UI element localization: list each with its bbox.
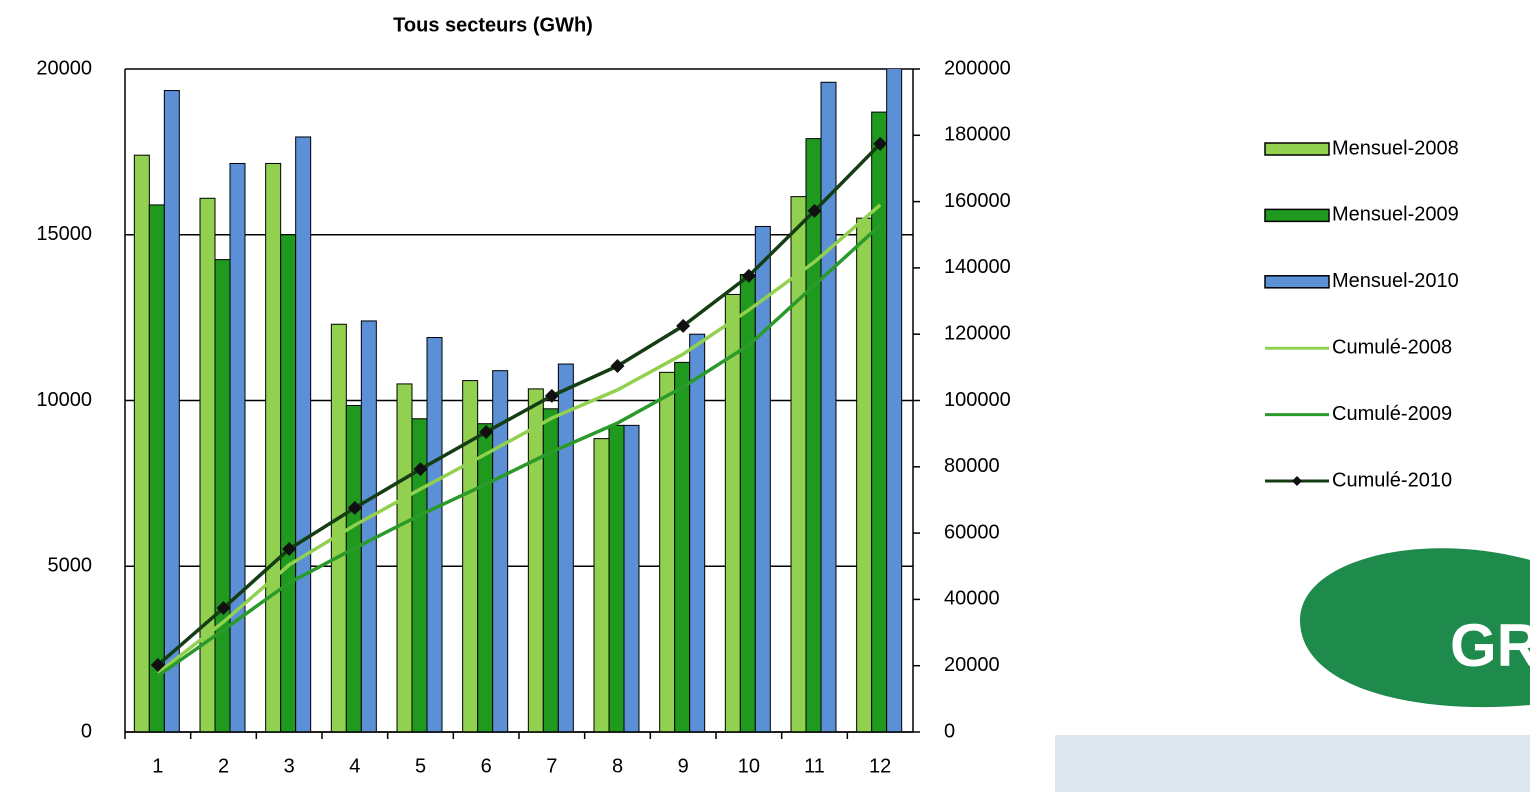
bar xyxy=(886,69,903,732)
bar xyxy=(426,337,443,732)
bar xyxy=(856,217,873,732)
bar xyxy=(148,204,165,732)
legend-label: Mensuel-2008 xyxy=(1332,137,1459,159)
marker xyxy=(347,500,362,515)
marker xyxy=(413,462,428,477)
bar xyxy=(163,90,180,732)
bar xyxy=(229,162,246,732)
legend-label: Mensuel-2009 xyxy=(1332,204,1459,226)
y2-tick-label: 140000 xyxy=(944,256,1011,278)
marker xyxy=(873,136,888,151)
line xyxy=(156,142,882,667)
logo-shape xyxy=(1300,548,1530,708)
bar xyxy=(689,333,706,732)
y-tick-label: 20000 xyxy=(36,57,92,79)
bar xyxy=(805,138,822,732)
y2-tick-label: 40000 xyxy=(944,588,1000,610)
line xyxy=(156,203,882,675)
bar xyxy=(330,323,347,732)
bar xyxy=(133,154,150,732)
x-tick-label: 9 xyxy=(678,755,689,777)
legend-label: Mensuel-2010 xyxy=(1332,270,1459,292)
bar xyxy=(345,404,362,732)
y-tick-label: 5000 xyxy=(48,555,93,577)
bar xyxy=(542,408,559,732)
marker xyxy=(544,388,559,403)
x-tick-label: 1 xyxy=(152,755,163,777)
y2-tick-label: 180000 xyxy=(944,124,1011,146)
bar xyxy=(623,424,640,732)
bar xyxy=(659,371,676,732)
legend-label: Cumulé-2010 xyxy=(1332,469,1452,491)
bar xyxy=(820,81,837,732)
y2-tick-label: 0 xyxy=(944,720,955,742)
x-tick-label: 10 xyxy=(738,755,760,777)
bar xyxy=(265,162,282,732)
y2-tick-label: 160000 xyxy=(944,190,1011,212)
y2-tick-label: 120000 xyxy=(944,322,1011,344)
bar xyxy=(280,234,297,732)
y2-tick-label: 100000 xyxy=(944,389,1011,411)
x-tick-label: 11 xyxy=(804,755,825,777)
y-tick-label: 10000 xyxy=(36,389,92,411)
plot xyxy=(133,69,903,732)
marker xyxy=(807,203,822,218)
marker xyxy=(479,424,494,439)
logo-band xyxy=(1055,735,1530,792)
bar xyxy=(674,361,691,732)
bar xyxy=(593,438,610,732)
bar xyxy=(608,424,625,732)
x-tick-label: 12 xyxy=(869,755,891,777)
marker xyxy=(150,658,165,673)
bar xyxy=(360,320,377,732)
x-tick-label: 7 xyxy=(546,755,557,777)
marker xyxy=(610,359,625,374)
marker xyxy=(676,318,691,333)
y2-tick-label: 80000 xyxy=(944,455,1000,477)
logo-text: GRT xyxy=(1450,612,1530,679)
bar xyxy=(557,363,574,732)
bar xyxy=(477,423,494,732)
marker xyxy=(741,268,756,283)
bar xyxy=(754,225,771,732)
bar xyxy=(199,197,216,732)
x-tick-label: 8 xyxy=(612,755,623,777)
x-tick-label: 3 xyxy=(284,755,295,777)
legend-marker xyxy=(1292,476,1302,486)
legend-swatch xyxy=(1264,275,1330,289)
y2-tick-label: 200000 xyxy=(944,57,1011,79)
legend-swatch xyxy=(1264,208,1330,223)
bar xyxy=(492,370,509,732)
x-tick-label: 5 xyxy=(415,755,426,777)
x-tick-label: 2 xyxy=(218,755,229,777)
bar xyxy=(214,259,231,732)
y2-tick-label: 20000 xyxy=(944,654,1000,676)
legend-swatch xyxy=(1264,142,1330,156)
marker xyxy=(216,601,231,616)
x-tick-label: 6 xyxy=(481,755,492,777)
logo: GRT xyxy=(1055,548,1530,792)
y-tick-label: 15000 xyxy=(36,223,92,245)
legend-label: Cumulé-2008 xyxy=(1332,336,1452,358)
bar xyxy=(527,388,544,732)
x-tick-label: 4 xyxy=(349,755,360,777)
line xyxy=(156,223,882,678)
bar xyxy=(396,383,413,732)
bar xyxy=(295,136,312,732)
chart-title: Tous secteurs (GWh) xyxy=(393,14,593,36)
bar xyxy=(462,380,479,732)
legend-label: Cumulé-2009 xyxy=(1332,403,1452,425)
y2-tick-label: 60000 xyxy=(944,521,1000,543)
y-tick-label: 0 xyxy=(81,720,92,742)
marker xyxy=(282,542,297,557)
